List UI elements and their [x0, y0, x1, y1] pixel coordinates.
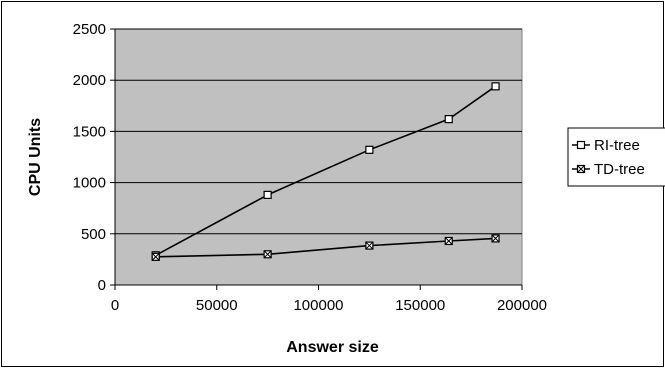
x-tick-label: 50000 [196, 297, 238, 314]
series-group [151, 82, 500, 261]
legend-entry: TD-tree [572, 161, 645, 178]
x-marker-cross [365, 241, 374, 250]
y-tick-label: 0 [98, 277, 106, 294]
x-marker-cross [263, 250, 272, 259]
x-tick-label: 150000 [395, 297, 445, 314]
y-axis-label: CPU Units [27, 118, 44, 196]
x-marker-cross [151, 252, 160, 261]
square-marker [444, 115, 453, 124]
x-marker [151, 252, 160, 261]
series-td-tree [151, 234, 500, 261]
tick-labels: 0 500 1000 1500 2000 2500 0 50000 100000 150000 20… [73, 21, 547, 314]
y-tick-label: 2500 [73, 21, 106, 38]
y-tick-label: 1500 [73, 123, 106, 140]
y-tick-label: 500 [81, 226, 106, 243]
x-tick-label: 100000 [293, 297, 343, 314]
y-tick-label: 1000 [73, 175, 106, 192]
x-marker-cross [444, 237, 453, 245]
axes [110, 28, 523, 290]
x-tick-label: 200000 [497, 297, 547, 314]
legend-entry: RI-tree [572, 137, 640, 154]
x-marker-cross [577, 165, 585, 173]
x-marker [365, 241, 374, 250]
x-marker [263, 250, 272, 259]
x-axis-label: Answer size [286, 339, 379, 356]
gridlines [115, 28, 522, 235]
square-marker [576, 140, 586, 150]
x-marker-cross [491, 234, 500, 243]
legend-label: RI-tree [594, 137, 640, 154]
y-tick-label: 2000 [73, 72, 106, 89]
legend-label: TD-tree [594, 161, 645, 178]
x-tick-label: 0 [111, 297, 119, 314]
legend: RI-tree TD-tree [567, 127, 665, 187]
x-marker [491, 234, 500, 243]
x-marker [576, 164, 586, 174]
square-marker [491, 82, 500, 91]
legend-box [567, 127, 665, 187]
square-marker [365, 145, 374, 154]
plot-area [114, 28, 523, 286]
x-marker [444, 236, 453, 246]
square-marker [263, 190, 272, 199]
